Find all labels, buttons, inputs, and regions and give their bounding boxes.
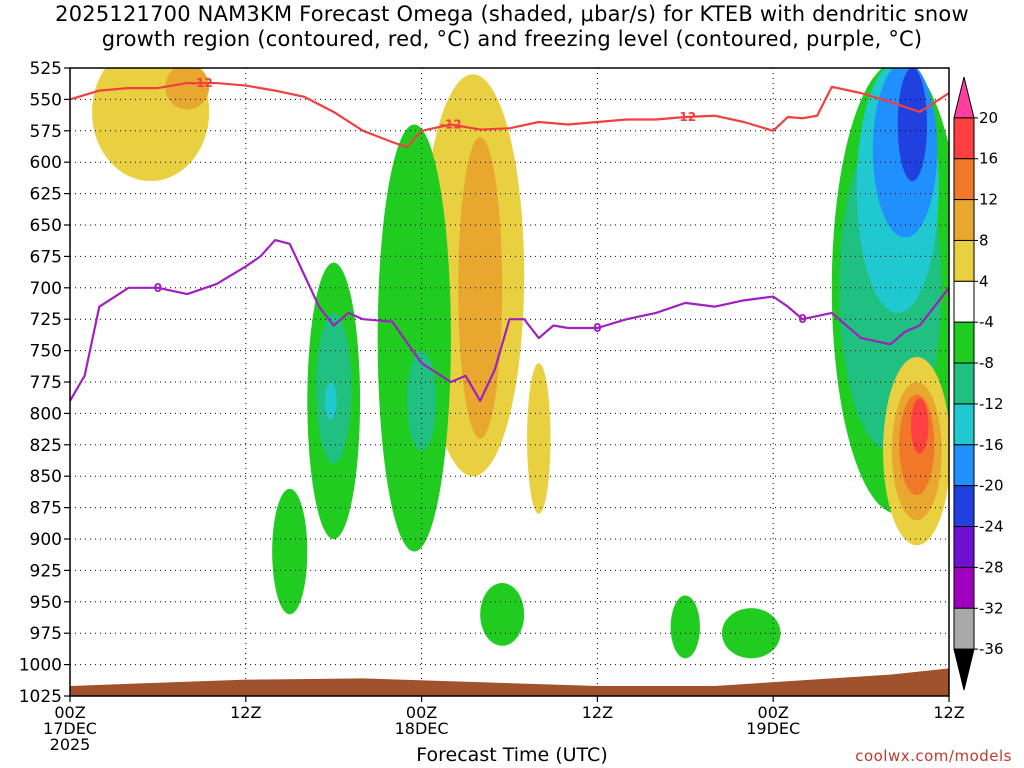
dgz-contour-line xyxy=(70,81,949,149)
terrain-fill xyxy=(70,668,949,696)
omega-region-0 xyxy=(91,68,210,182)
y-tick-label-9: 750 xyxy=(30,342,62,362)
x-tick-label-5-0: 12Z xyxy=(933,703,964,722)
y-tick-label-3: 600 xyxy=(30,153,62,173)
omega-region-18 xyxy=(897,68,928,182)
colorbar-swatch-11 xyxy=(953,526,975,568)
omega-region-1 xyxy=(165,68,210,110)
x-tick-label-4-0: 00Z xyxy=(758,703,789,722)
y-tick-label-6: 675 xyxy=(30,247,62,267)
x-tick-label-1-0: 12Z xyxy=(230,703,261,722)
colorbar-swatch-9 xyxy=(953,444,975,487)
x-tick-label-0-0: 00Z xyxy=(54,703,85,722)
colorbar-label-11: -28 xyxy=(979,558,1004,576)
chart-title-line2: growth region (contoured, red, °C) and f… xyxy=(101,27,923,51)
chart-title: 2025121700 NAM3KM Forecast Omega (shaded… xyxy=(0,2,1024,52)
omega-region-13 xyxy=(670,595,700,659)
colorbar-swatch-13 xyxy=(953,607,975,650)
colorbar-label-8: -16 xyxy=(979,436,1004,454)
x-tick-label-0-2: 2025 xyxy=(50,735,91,754)
y-tick-label-17: 950 xyxy=(30,593,62,613)
omega-shading xyxy=(91,68,949,659)
freezing-level-contour-line xyxy=(70,238,949,402)
contours: -12 -12 -12 0 0 0 xyxy=(70,76,949,402)
x-tick-label-2-1: 18DEC xyxy=(395,719,449,738)
colorbar-swatch-4 xyxy=(953,239,975,282)
colorbar-label-0: 20 xyxy=(979,109,998,127)
y-tick-label-13: 850 xyxy=(30,467,62,487)
dgz-contour-label-1: -12 xyxy=(440,118,462,132)
dgz-contour-label-2: -12 xyxy=(674,110,696,124)
omega-region-10 xyxy=(272,488,308,615)
colorbar-swatch-3 xyxy=(953,199,975,241)
y-tick-label-10: 775 xyxy=(30,373,62,393)
y-tick-label-19: 1000 xyxy=(19,656,62,676)
y-tick-label-5: 650 xyxy=(30,216,62,236)
colorbar-label-7: -12 xyxy=(979,395,1004,413)
colorbar-label-12: -32 xyxy=(979,599,1004,617)
y-tick-label-16: 925 xyxy=(30,561,62,581)
colorbar-swatch-10 xyxy=(953,485,975,528)
y-tick-label-12: 825 xyxy=(30,436,62,456)
y-tick-label-0: 525 xyxy=(30,59,62,79)
y-tick-label-11: 800 xyxy=(30,404,62,424)
x-axis-label: Forecast Time (UTC) xyxy=(416,744,608,766)
y-tick-label-14: 875 xyxy=(30,499,62,519)
y-tick-label-1: 550 xyxy=(30,90,62,110)
colorbar-swatch-0 xyxy=(953,76,975,119)
colorbar-label-13: -36 xyxy=(979,640,1004,658)
colorbar-swatch-1 xyxy=(953,117,975,160)
omega-region-22 xyxy=(910,398,929,454)
terrain xyxy=(70,668,949,696)
freezing-level-contour-label-1: 0 xyxy=(593,321,601,335)
freezing-level-contour-label-0: 0 xyxy=(154,281,162,295)
omega-region-8 xyxy=(377,124,451,552)
y-tick-label-7: 700 xyxy=(30,279,62,299)
colorbar-swatch-7 xyxy=(953,362,975,405)
y-tick-label-18: 975 xyxy=(30,624,62,644)
colorbar-swatch-6 xyxy=(953,321,975,364)
colorbar: 20 16 12 8 4 -4 -8 -12 -16 -20 -24 -28 -32 -36 xyxy=(953,76,1004,691)
colorbar-label-2: 12 xyxy=(979,191,998,209)
y-tick-label-15: 900 xyxy=(30,530,62,550)
omega-region-9 xyxy=(406,350,437,452)
colorbar-swatch-14 xyxy=(953,648,975,691)
omega-region-12 xyxy=(721,608,781,659)
x-tick-label-3-0: 12Z xyxy=(582,703,613,722)
colorbar-swatch-5 xyxy=(953,280,975,323)
x-tick-label-4-1: 19DEC xyxy=(746,719,800,738)
colorbar-label-3: 8 xyxy=(979,231,989,249)
colorbar-label-5: -4 xyxy=(979,313,994,331)
y-tick-label-4: 625 xyxy=(30,185,62,205)
chart-title-line1: 2025121700 NAM3KM Forecast Omega (shaded… xyxy=(55,2,969,26)
colorbar-label-10: -24 xyxy=(979,518,1004,536)
dgz-contour-label-0: -12 xyxy=(191,76,213,90)
omega-region-7 xyxy=(324,382,337,420)
colorbar-label-6: -8 xyxy=(979,354,994,372)
omega-region-11 xyxy=(480,582,525,646)
colorbar-swatch-2 xyxy=(953,158,975,201)
colorbar-label-4: 4 xyxy=(979,272,989,290)
credit-text: coolwx.com/models xyxy=(855,747,1012,765)
x-tick-label-0-1: 17DEC xyxy=(43,719,97,738)
axes: 525 550 575 600 625 650 675 700 725 750 775 800 825 8… xyxy=(19,59,965,754)
freezing-level-contour-label-2: 0 xyxy=(798,312,806,326)
colorbar-label-1: 16 xyxy=(979,150,998,168)
colorbar-label-9: -20 xyxy=(979,477,1004,495)
colorbar-swatch-12 xyxy=(953,566,975,609)
omega-region-4 xyxy=(527,363,551,514)
y-tick-label-20: 1025 xyxy=(19,687,62,707)
x-tick-label-2-0: 00Z xyxy=(406,703,437,722)
y-tick-label-2: 575 xyxy=(30,122,62,142)
colorbar-swatch-8 xyxy=(953,403,975,446)
y-tick-label-8: 725 xyxy=(30,310,62,330)
